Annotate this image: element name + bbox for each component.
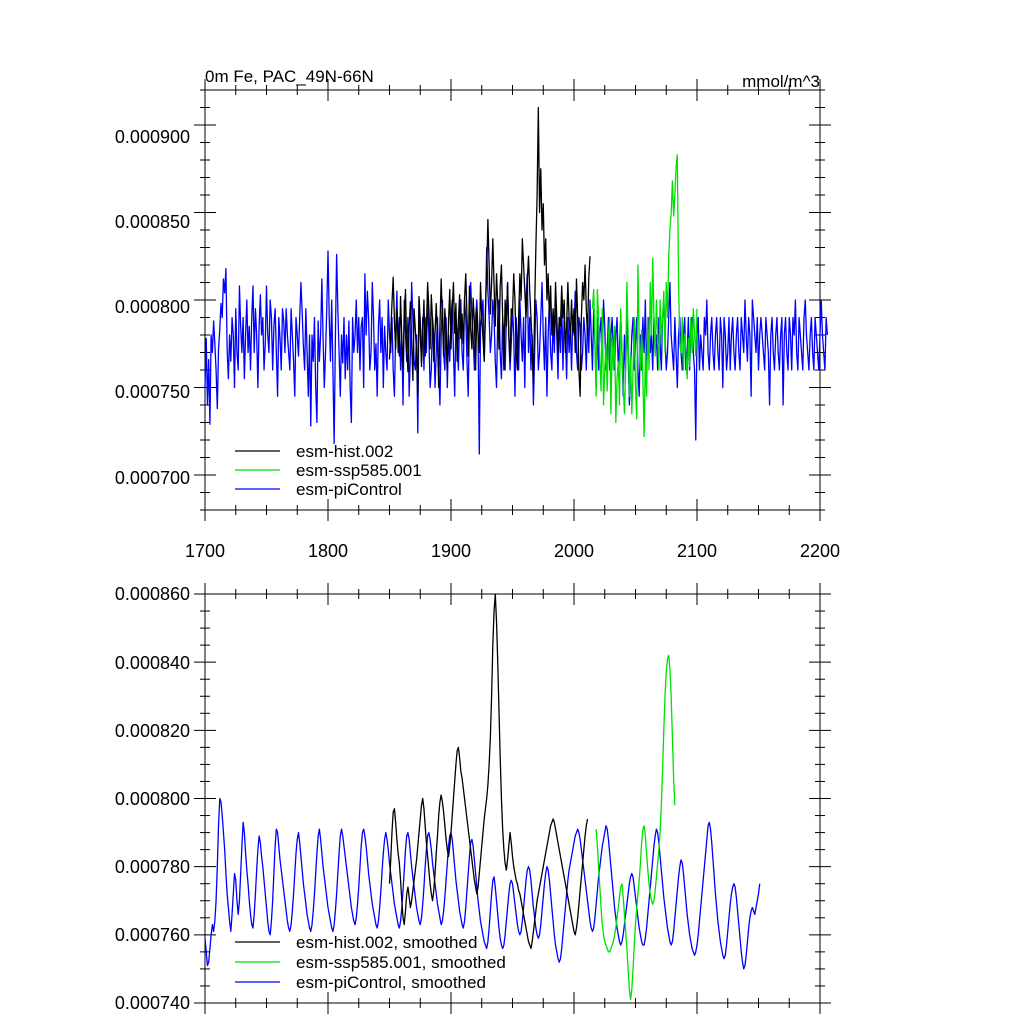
bottom-panel-series <box>204 593 761 1001</box>
top-y-label-0: 0.000900 <box>115 127 190 147</box>
bottom-y-label-1: 0.000840 <box>115 653 190 673</box>
legend-label-hist: esm-hist.002 <box>296 442 393 461</box>
x-label-2100: 2100 <box>677 541 717 561</box>
bottom-y-label-3: 0.000800 <box>115 789 190 809</box>
top-panel-legend: esm-hist.002 esm-ssp585.001 esm-piContro… <box>235 442 422 499</box>
x-label-1700: 1700 <box>185 541 225 561</box>
bottom-series-esm-picontrol-smoothed <box>204 797 761 970</box>
bottom-y-label-5: 0.000760 <box>115 925 190 945</box>
bottom-series-esm-hist-002-smoothed <box>388 593 589 950</box>
top-panel-x-labels: 1700 1800 1900 2000 2100 2200 <box>185 541 840 561</box>
top-panel-units: mmol/m^3 <box>742 72 820 91</box>
bottom-panel-y-ticks <box>194 593 831 1004</box>
legend-label-ssp585: esm-ssp585.001 <box>296 461 422 480</box>
bottom-panel-y-labels: 0.000860 0.000840 0.000820 0.000800 0.00… <box>115 584 190 1013</box>
bottom-y-label-0: 0.000860 <box>115 584 190 604</box>
top-panel-series <box>204 106 829 455</box>
bottom-series-esm-ssp585-001-smoothed <box>595 654 676 1001</box>
bottom-y-label-6: 0.000740 <box>115 993 190 1013</box>
legend-label-hist-smoothed: esm-hist.002, smoothed <box>296 933 477 952</box>
bottom-panel: 0.000860 0.000840 0.000820 0.000800 0.00… <box>115 583 831 1014</box>
top-panel-title: 0m Fe, PAC_49N-66N <box>205 67 374 86</box>
bottom-panel-x-ticks <box>204 583 821 1014</box>
top-series-esm-ssp585-001 <box>591 154 698 438</box>
top-panel: 0m Fe, PAC_49N-66N mmol/m^3 0.000900 0.0… <box>115 67 840 561</box>
top-y-label-2: 0.000800 <box>115 297 190 317</box>
legend-label-ssp585-smoothed: esm-ssp585.001, smoothed <box>296 953 506 972</box>
top-y-label-1: 0.000850 <box>115 212 190 232</box>
x-label-1800: 1800 <box>308 541 348 561</box>
top-y-label-3: 0.000750 <box>115 382 190 402</box>
x-label-1900: 1900 <box>431 541 471 561</box>
top-y-label-4: 0.000700 <box>115 468 190 488</box>
top-panel-y-labels: 0.000900 0.000850 0.000800 0.000750 0.00… <box>115 127 190 488</box>
top-series-esm-picontrol <box>204 246 829 455</box>
legend-label-picontrol-smoothed: esm-piControl, smoothed <box>296 973 486 992</box>
bottom-panel-legend: esm-hist.002, smoothed esm-ssp585.001, s… <box>235 933 506 992</box>
x-label-2200: 2200 <box>800 541 840 561</box>
x-label-2000: 2000 <box>554 541 594 561</box>
top-series-esm-hist-002 <box>388 106 591 397</box>
bottom-y-label-4: 0.000780 <box>115 857 190 877</box>
bottom-y-label-2: 0.000820 <box>115 721 190 741</box>
top-panel-x-ticks <box>204 79 821 521</box>
legend-label-picontrol: esm-piControl <box>296 480 402 499</box>
